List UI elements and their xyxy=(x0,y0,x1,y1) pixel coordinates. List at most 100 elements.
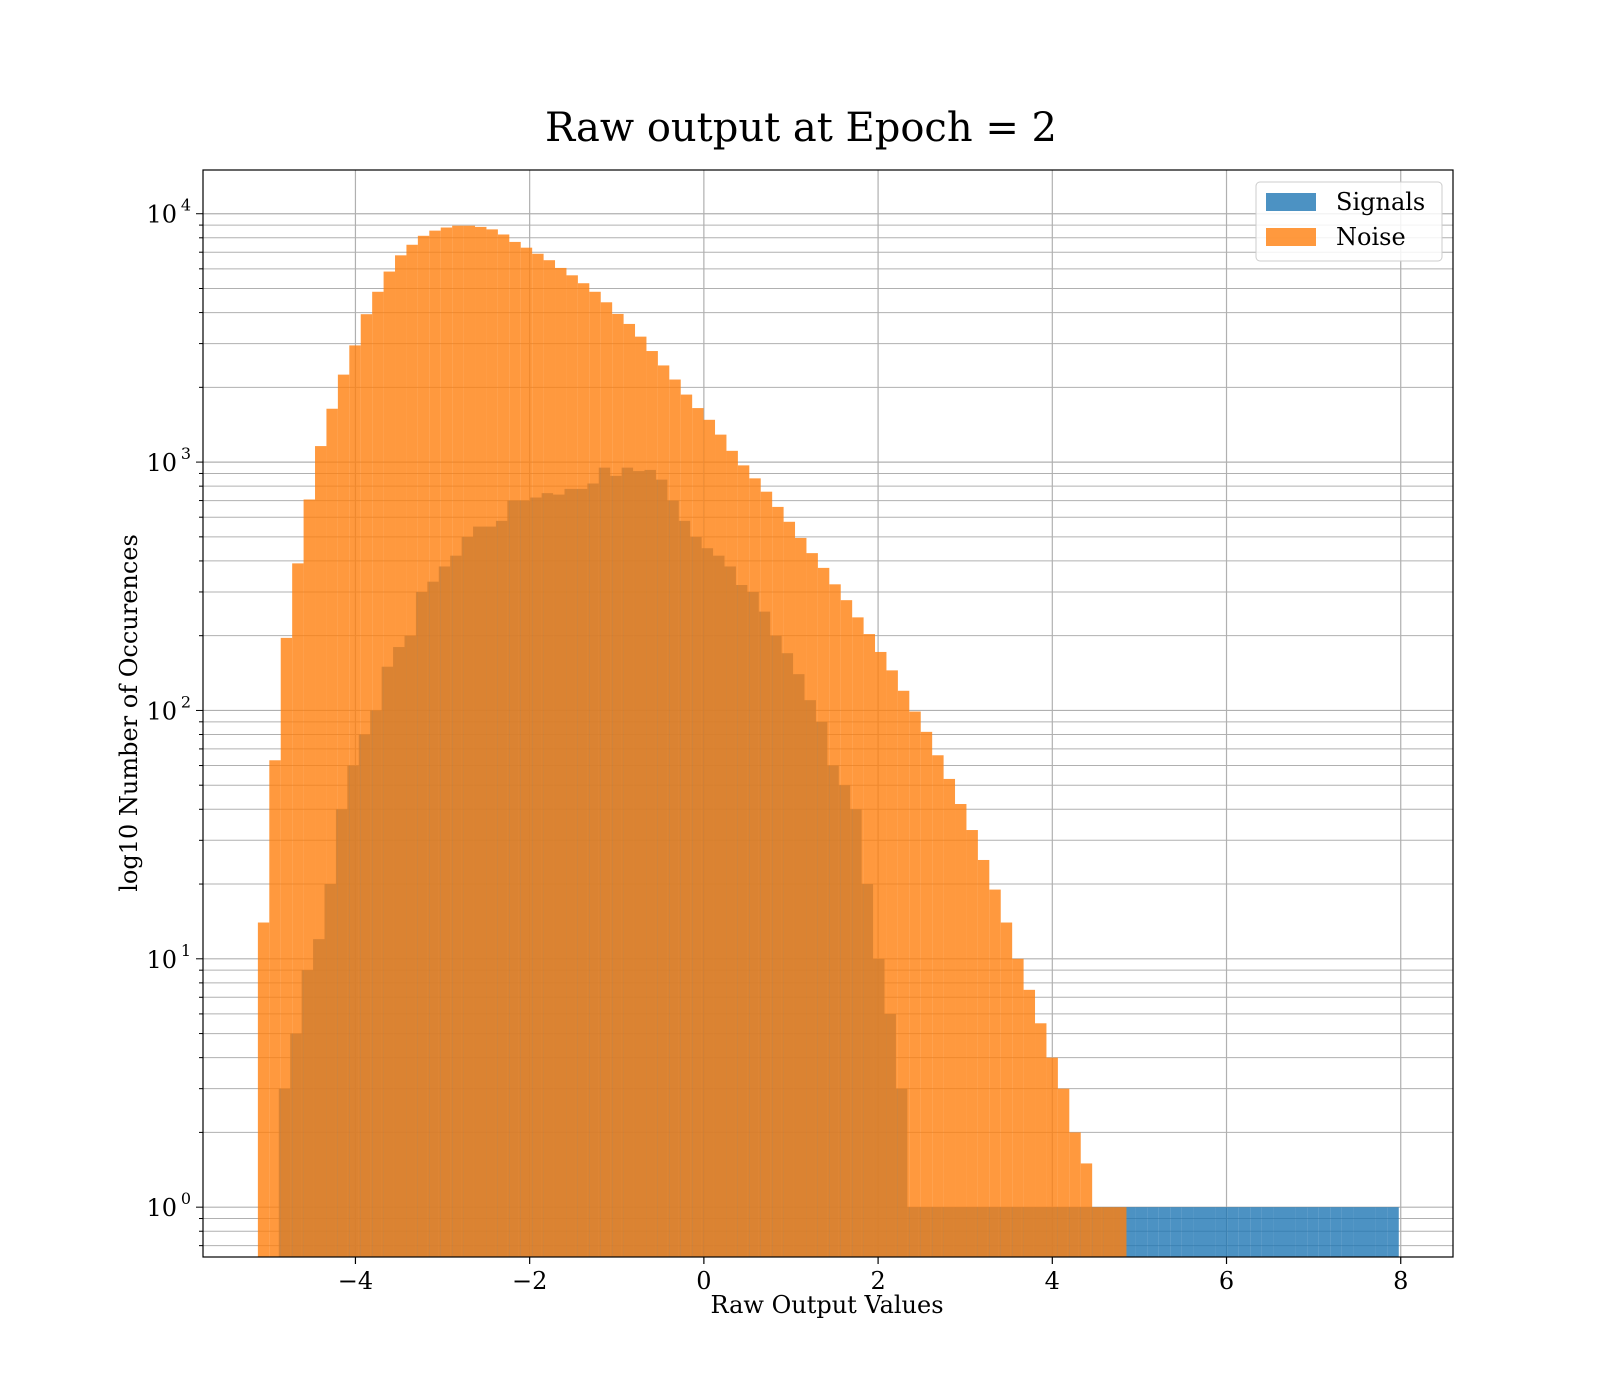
y-tick-label: 10 xyxy=(146,697,177,725)
bar-noise xyxy=(303,499,316,1257)
bar-noise xyxy=(326,408,338,1257)
bar-noise xyxy=(909,711,921,1257)
bars xyxy=(257,225,1399,1258)
bar-noise xyxy=(726,450,738,1257)
bar-noise xyxy=(817,567,830,1257)
bar-noise xyxy=(269,760,281,1257)
bar-signals xyxy=(1273,1207,1285,1257)
bar-noise xyxy=(1057,1088,1070,1257)
bar-noise xyxy=(452,225,464,1258)
y-tick-exponent: 0 xyxy=(181,1189,191,1208)
bar-signals xyxy=(1341,1207,1354,1257)
bar-noise xyxy=(955,804,967,1257)
bar-noise xyxy=(349,345,361,1257)
bar-noise xyxy=(555,267,567,1257)
bar-signals xyxy=(1193,1207,1205,1257)
x-tick-label: 0 xyxy=(696,1267,711,1295)
bar-noise xyxy=(337,374,350,1257)
bar-noise xyxy=(920,731,933,1257)
bar-noise xyxy=(589,291,601,1257)
x-tick-label: −4 xyxy=(338,1267,373,1295)
bar-noise xyxy=(737,465,750,1258)
bar-noise xyxy=(897,690,910,1257)
bar-signals xyxy=(1135,1207,1148,1257)
bar-noise xyxy=(440,227,453,1258)
bar-noise xyxy=(772,506,784,1257)
bar-signals xyxy=(1250,1207,1262,1257)
bar-noise xyxy=(1092,1207,1104,1257)
bar-signals xyxy=(1204,1207,1216,1257)
y-tick-label: 10 xyxy=(146,946,177,974)
bar-noise xyxy=(532,253,544,1257)
bar-noise xyxy=(966,830,978,1257)
x-axis-label: Raw Output Values xyxy=(710,1291,943,1319)
bar-noise xyxy=(463,225,476,1258)
bar-noise xyxy=(497,234,510,1258)
bar-noise xyxy=(692,408,704,1257)
bar-noise xyxy=(852,617,864,1257)
bar-noise xyxy=(1035,1023,1047,1257)
bar-noise xyxy=(760,491,773,1257)
bar-noise xyxy=(1023,989,1036,1257)
bar-noise xyxy=(703,419,716,1258)
x-axis-ticks: −4 −2 0 2 4 6 8 xyxy=(338,1257,1408,1295)
bar-noise xyxy=(475,226,487,1258)
bar-noise xyxy=(577,283,590,1257)
bar-noise xyxy=(1080,1163,1093,1257)
bar-noise xyxy=(680,394,693,1258)
bar-signals xyxy=(1227,1207,1239,1257)
bar-noise xyxy=(783,521,796,1257)
bar-noise xyxy=(372,291,384,1257)
bar-noise xyxy=(486,229,498,1257)
bar-noise xyxy=(315,446,327,1257)
bar-noise xyxy=(886,670,898,1257)
x-tick-label: −2 xyxy=(512,1267,547,1295)
bar-noise xyxy=(1115,1207,1127,1257)
bar-signals xyxy=(1147,1207,1159,1257)
bar-signals xyxy=(1181,1207,1194,1257)
bar-noise xyxy=(795,537,807,1257)
bar-noise xyxy=(715,434,727,1257)
x-tick-label: 2 xyxy=(870,1267,885,1295)
legend-swatch-signals xyxy=(1266,193,1316,211)
bar-noise xyxy=(612,313,624,1257)
bar-noise xyxy=(257,922,270,1257)
bar-noise xyxy=(806,553,818,1257)
bar-noise xyxy=(509,241,521,1257)
bar-signals xyxy=(1375,1207,1388,1257)
bar-signals xyxy=(1284,1207,1296,1257)
axes-frame xyxy=(202,169,1454,1258)
bar-signals xyxy=(1261,1207,1274,1257)
bar-noise xyxy=(932,755,944,1257)
y-tick-exponent: 4 xyxy=(181,196,191,215)
y-tick-label: 10 xyxy=(146,201,177,229)
bar-noise xyxy=(383,271,396,1258)
legend-swatch-noise xyxy=(1266,228,1316,246)
legend: Signals Noise xyxy=(1255,181,1443,262)
bar-noise xyxy=(657,365,670,1257)
bar-noise xyxy=(520,247,533,1257)
bar-signals xyxy=(1307,1207,1319,1257)
bar-noise xyxy=(543,260,556,1257)
bar-noise xyxy=(875,651,887,1257)
bar-noise xyxy=(646,351,658,1257)
bar-noise xyxy=(829,584,841,1257)
bar-signals xyxy=(1215,1207,1228,1257)
bar-noise xyxy=(600,302,613,1257)
bar-signals xyxy=(1387,1207,1399,1257)
bar-noise xyxy=(863,634,876,1257)
bar-noise xyxy=(1000,922,1013,1257)
bar-noise xyxy=(566,275,578,1257)
bar-noise xyxy=(943,778,956,1257)
y-tick-exponent: 2 xyxy=(181,692,191,711)
bar-noise xyxy=(977,859,990,1257)
bar-noise xyxy=(623,323,636,1258)
bar-noise xyxy=(1046,1057,1058,1257)
chart-title: Raw output at Epoch = 2 xyxy=(545,105,1057,151)
bar-noise xyxy=(840,600,853,1257)
bar-noise xyxy=(429,230,441,1257)
bar-noise xyxy=(749,478,761,1257)
bar-signals xyxy=(1158,1207,1171,1257)
